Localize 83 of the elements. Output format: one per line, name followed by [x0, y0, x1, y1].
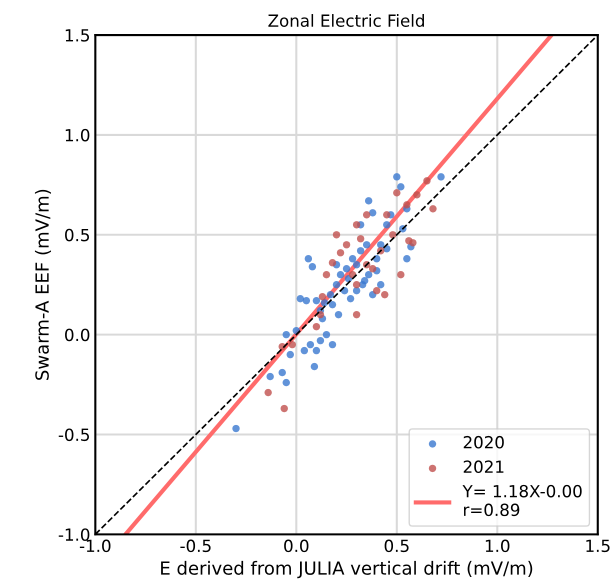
point — [308, 263, 316, 270]
point — [423, 177, 431, 185]
point — [336, 249, 344, 256]
point — [397, 183, 404, 191]
point — [296, 295, 304, 302]
point — [302, 297, 310, 304]
chart-title: Zonal Electric Field — [268, 14, 424, 27]
point — [318, 293, 326, 300]
point — [312, 346, 320, 354]
point — [328, 340, 336, 348]
point — [409, 239, 417, 246]
x-axis-title: E derived from JULIA vertical drift (mV/m) — [161, 560, 532, 578]
x-tick-label: 1.5 — [586, 540, 610, 552]
point — [352, 281, 360, 288]
x-tick-label: 1.0 — [486, 540, 510, 552]
point — [282, 330, 290, 338]
point — [328, 259, 336, 266]
point — [437, 173, 445, 181]
point — [360, 277, 368, 284]
point — [403, 201, 411, 208]
point — [364, 197, 372, 204]
x-tick-label: -1.0 — [80, 540, 110, 552]
point — [429, 205, 437, 212]
point — [266, 372, 274, 380]
point — [383, 211, 390, 218]
point — [332, 231, 340, 238]
y-tick-label: -1.0 — [58, 528, 90, 541]
point — [304, 255, 312, 262]
point — [328, 301, 336, 308]
point — [278, 368, 286, 376]
point — [369, 209, 376, 216]
point — [393, 189, 400, 196]
y-tick-label: 1.0 — [66, 128, 90, 142]
point — [310, 362, 318, 370]
y-axis-title: Swarm-A EEF (mV/m) — [34, 190, 52, 380]
point — [334, 310, 342, 318]
legend-label: Y= 1.18X-0.00 r=0.89 — [462, 484, 582, 516]
point — [403, 255, 411, 262]
point — [264, 388, 272, 396]
point — [336, 271, 344, 278]
point — [356, 247, 364, 254]
point — [369, 265, 376, 272]
point — [413, 191, 421, 198]
point — [362, 211, 370, 218]
point — [362, 241, 370, 248]
legend-label: 2021 — [464, 460, 504, 474]
point — [356, 235, 364, 242]
point — [342, 265, 350, 272]
point — [393, 173, 400, 181]
point — [342, 241, 350, 248]
point — [306, 340, 314, 348]
point — [352, 261, 360, 268]
point — [373, 287, 380, 294]
point — [383, 221, 390, 228]
point — [312, 322, 320, 330]
point — [352, 221, 360, 228]
point — [326, 291, 334, 298]
y-tick-label: 0.0 — [65, 328, 90, 342]
point — [286, 350, 294, 358]
point — [288, 340, 296, 348]
point — [312, 297, 320, 304]
point — [332, 281, 340, 288]
point — [348, 255, 356, 262]
point — [381, 291, 388, 298]
point — [377, 281, 384, 288]
y-tick-label: 0.5 — [65, 228, 90, 242]
point — [282, 378, 290, 386]
x-tick-label: 0.5 — [384, 540, 409, 552]
point — [322, 330, 330, 338]
point — [346, 295, 354, 302]
point — [300, 346, 308, 354]
legend-label: 2020 — [464, 436, 504, 449]
point — [364, 271, 372, 278]
point — [316, 336, 324, 344]
y-tick-label: -0.5 — [58, 428, 90, 442]
point — [280, 404, 288, 412]
x-tick-label: 0.0 — [284, 540, 308, 552]
y-tick-label: 1.5 — [66, 29, 90, 42]
x-tick-label: -0.5 — [180, 540, 211, 552]
point — [322, 271, 330, 278]
point — [232, 424, 240, 432]
point — [352, 310, 360, 318]
point — [397, 271, 404, 278]
